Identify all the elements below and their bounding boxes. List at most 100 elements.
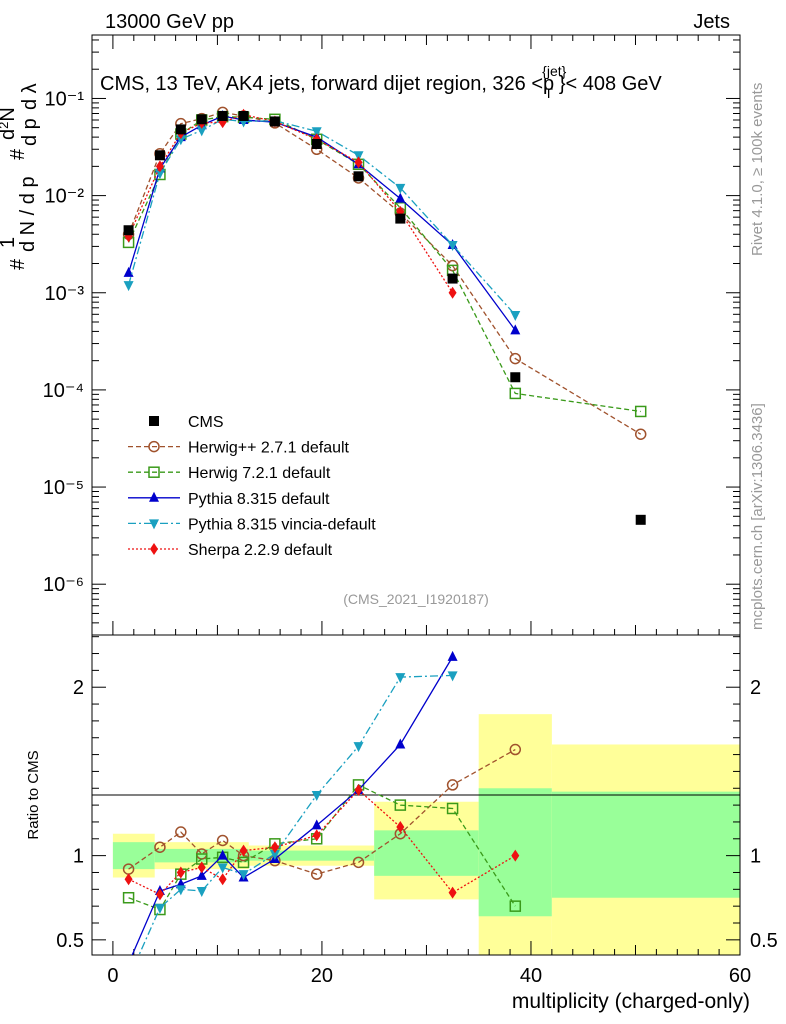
point-cms [635, 514, 646, 525]
ratio-point-pythia-8-315-default [196, 869, 207, 880]
point-cms [395, 213, 406, 224]
ratio-point-sherpa-2-2-9-default [511, 849, 520, 862]
plot-title: CMS, 13 TeV, AK4 jets, forward dijet reg… [100, 63, 662, 101]
band-green-1 [154, 848, 249, 863]
band-green-5 [551, 791, 740, 898]
ratio-point-herwig-7-2-1-default [237, 856, 250, 869]
ratio-point-pythia-8-315-vincia-default [154, 903, 165, 914]
legend-label-cms: CMS [188, 414, 224, 431]
point-pythia-8-315-vincia-default [510, 311, 521, 322]
main-ytick-label: 10⁻⁶ [43, 574, 84, 596]
point-cms [154, 150, 165, 161]
point-pythia-8-315-vincia-default [353, 151, 364, 162]
ratio-point-herwig-2-7-1-default [154, 841, 166, 853]
series-line-herwig-2-7-1-default [127, 111, 642, 435]
x-tick-label: 0 [107, 965, 118, 987]
ratio-point-sherpa-2-2-9-default [396, 821, 405, 833]
x-axis-label: multiplicity (charged-only) [512, 990, 750, 1013]
ratio-ylabel: Ratio to CMS [25, 750, 42, 839]
point-cms [447, 273, 458, 284]
point-cms [123, 225, 134, 236]
rivet-version-text: Rivet 4.1.0, ≥ 100k events [749, 83, 766, 256]
ratio-point-pythia-8-315-vincia-default [269, 849, 280, 860]
header-energy: 13000 GeV pp [105, 11, 234, 33]
ratio-ytick-label-left: 2 [73, 677, 84, 699]
point-cms [196, 114, 207, 125]
ratio-line-herwig-7-2-1-default [128, 784, 516, 911]
ratio-point-sherpa-2-2-9-default [312, 829, 321, 842]
x-tick-label: 40 [520, 965, 542, 987]
ratio-point-pythia-8-315-vincia-default [124, 975, 134, 985]
ratio-point-sherpa-2-2-9-default [239, 844, 248, 857]
main-ytick-label: 10⁻² [45, 186, 85, 208]
ratio-point-herwig-2-7-1-default [175, 826, 187, 838]
analysis-tag: (CMS_2021_I1920187) [343, 591, 489, 607]
point-pythia-8-315-default [510, 324, 521, 335]
point-sherpa-2-2-9-default [354, 156, 363, 169]
series-line-sherpa-2-2-9-default [127, 114, 454, 294]
point-pythia-8-315-vincia-default [175, 135, 186, 146]
main-ytick-label: 10⁻⁵ [43, 477, 84, 499]
ratio-point-pythia-8-315-vincia-default [447, 671, 458, 682]
legend-marker-pythia-8-315-vincia-default [149, 519, 159, 530]
legend-marker-cms [149, 416, 159, 426]
legend-label-herwig-2-7-1-default: Herwig++ 2.7.1 default [188, 440, 350, 457]
series-line-pythia-8-315-vincia-default [127, 118, 516, 316]
ratio-point-pythia-8-315-default [311, 819, 322, 830]
ratio-uncertainty-bands [112, 714, 740, 955]
main-series-group [122, 106, 647, 525]
point-pythia-8-315-vincia-default [447, 241, 458, 252]
ratio-line-sherpa-2-2-9-default [128, 789, 516, 896]
point-cms [311, 138, 322, 149]
ratio-series-group [122, 650, 522, 985]
ratio-point-pythia-8-315-default [447, 650, 458, 661]
ratio-point-herwig-7-2-1-default [394, 799, 407, 811]
legend-label-pythia-8-315-default: Pythia 8.315 default [188, 491, 330, 508]
main-axis-ticks: 10⁻⁶ 10⁻⁵ 10⁻⁴ 10⁻³ 10⁻² 10⁻¹ [43, 35, 741, 636]
legend-label-pythia-8-315-vincia-default: Pythia 8.315 vincia-default [188, 516, 376, 533]
ratio-point-sherpa-2-2-9-default [218, 873, 227, 886]
ratio-point-sherpa-2-2-9-default [124, 873, 133, 886]
point-herwig-2-7-1-default [634, 428, 647, 440]
legend-marker-herwig-7-2-1-default [148, 466, 160, 478]
point-sherpa-2-2-9-default [155, 160, 164, 173]
ratio-ytick-label-left: 0.5 [56, 930, 84, 952]
x-tick-label: 20 [311, 965, 333, 987]
ratio-ytick-label-right: 0.5 [750, 930, 778, 952]
series-line-pythia-8-315-default [127, 115, 516, 331]
ratio-point-sherpa-2-2-9-default [270, 841, 279, 854]
ratio-ytick-label-left: 1 [73, 846, 84, 868]
main-ylabel: # 1 d N / d p # d2N d p d λ [0, 83, 41, 270]
point-pythia-8-315-default [123, 266, 134, 277]
point-herwig-7-2-1-default [634, 405, 647, 418]
ratio-point-pythia-8-315-vincia-default [395, 673, 406, 684]
ratio-point-herwig-2-7-1-default [509, 743, 522, 756]
ratio-point-pythia-8-315-vincia-default [217, 863, 228, 874]
point-pythia-8-315-vincia-default [311, 127, 322, 138]
point-pythia-8-315-default [395, 192, 406, 203]
header-category: Jets [693, 11, 730, 33]
ratio-point-herwig-7-2-1-default [446, 802, 459, 815]
legend-label-sherpa-2-2-9-default: Sherpa 2.2.9 default [188, 542, 333, 559]
point-cms [175, 124, 186, 135]
ratio-point-pythia-8-315-vincia-default [196, 887, 207, 897]
series-line-herwig-7-2-1-default [127, 115, 641, 413]
x-tick-label: 60 [729, 965, 751, 987]
point-pythia-8-315-vincia-default [123, 281, 134, 292]
band-green-3 [374, 830, 479, 876]
point-cms [269, 116, 280, 127]
mcplots-reference-text: mcplots.cern.ch [arXiv:1306.3436] [749, 403, 766, 630]
ratio-point-herwig-7-2-1-default [122, 891, 135, 904]
main-ylabel-text: # 1 d N / d p # d2N d p d λ [0, 83, 41, 270]
ratio-point-pythia-8-315-default [217, 849, 228, 860]
ratio-point-pythia-8-315-vincia-default [238, 870, 249, 881]
ratio-point-pythia-8-315-default [395, 738, 406, 749]
legend-marker-sherpa-2-2-9-default [150, 543, 158, 555]
legend: CMS Herwig++ 2.7.1 default Herwig 7.2.1 de… [128, 414, 376, 559]
point-pythia-8-315-vincia-default [154, 169, 165, 180]
ratio-point-sherpa-2-2-9-default [176, 866, 185, 879]
main-ytick-label: 10⁻³ [45, 283, 85, 305]
ratio-point-pythia-8-315-vincia-default [175, 885, 186, 896]
point-pythia-8-315-vincia-default [196, 126, 207, 137]
